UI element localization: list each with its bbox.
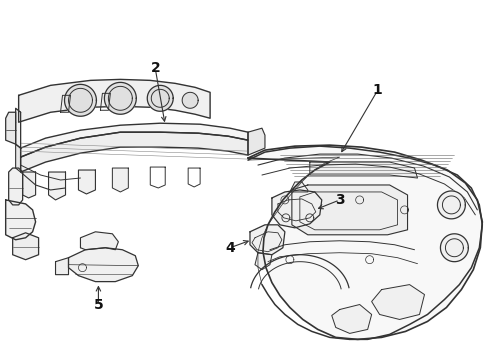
Polygon shape <box>289 182 307 192</box>
Polygon shape <box>81 232 118 250</box>
Polygon shape <box>104 82 136 114</box>
Polygon shape <box>19 80 210 122</box>
Polygon shape <box>6 112 16 144</box>
Polygon shape <box>6 200 36 240</box>
Polygon shape <box>147 85 173 111</box>
Polygon shape <box>309 162 417 178</box>
Polygon shape <box>112 168 128 192</box>
Polygon shape <box>9 168 22 205</box>
Text: 3: 3 <box>334 193 344 207</box>
Polygon shape <box>13 233 39 260</box>
Polygon shape <box>271 190 321 228</box>
Polygon shape <box>78 170 95 194</box>
Text: 5: 5 <box>93 297 103 311</box>
Text: 2: 2 <box>150 62 160 76</box>
Polygon shape <box>61 95 70 112</box>
Text: 4: 4 <box>224 241 234 255</box>
Polygon shape <box>48 172 65 200</box>
Polygon shape <box>331 305 371 333</box>
Polygon shape <box>56 258 68 275</box>
Polygon shape <box>291 185 407 235</box>
Polygon shape <box>254 253 271 270</box>
Polygon shape <box>68 248 138 282</box>
Polygon shape <box>437 191 465 219</box>
Polygon shape <box>182 93 198 108</box>
Text: 1: 1 <box>372 84 382 97</box>
Polygon shape <box>247 128 264 155</box>
Polygon shape <box>64 84 96 116</box>
Polygon shape <box>22 172 36 198</box>
Polygon shape <box>16 108 20 148</box>
Polygon shape <box>247 145 481 339</box>
Polygon shape <box>20 132 247 172</box>
Polygon shape <box>249 225 285 255</box>
Polygon shape <box>371 285 424 319</box>
Polygon shape <box>440 234 468 262</box>
Polygon shape <box>20 123 247 157</box>
Polygon shape <box>16 144 20 172</box>
